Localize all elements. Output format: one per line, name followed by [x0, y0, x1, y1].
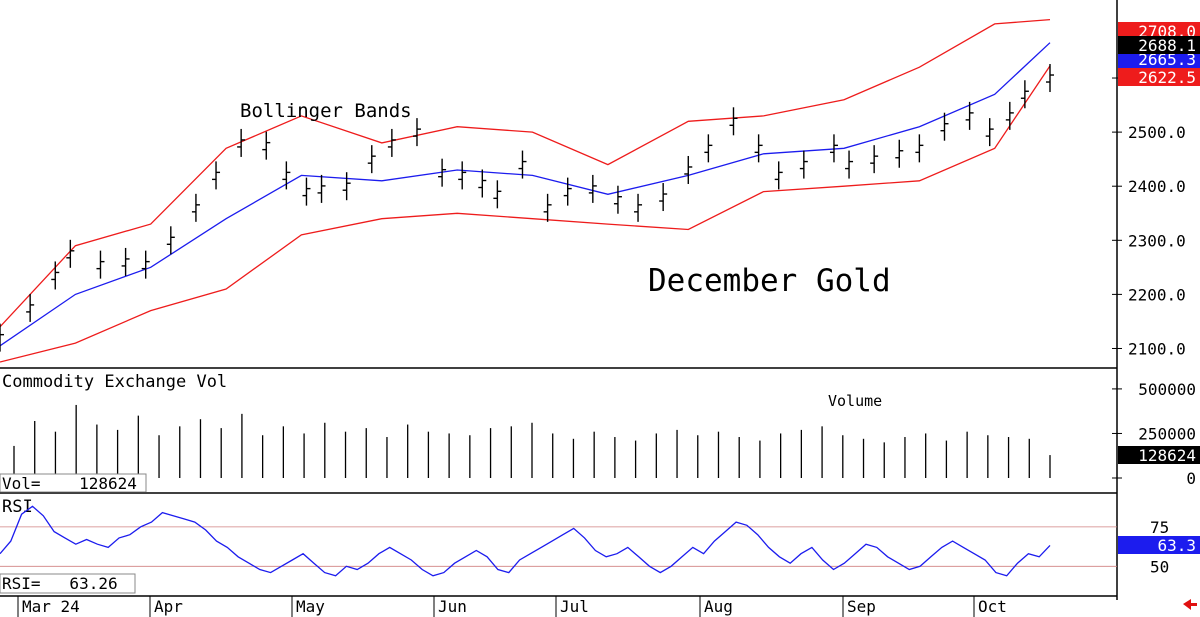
volume-readout-box — [0, 473, 147, 493]
volume-tick-label: 0 — [1186, 469, 1196, 488]
rsi-readout: RSI= 63.26 — [2, 574, 118, 593]
price-tick-label: 2200.0 — [1128, 285, 1186, 304]
volume-tick-label: 250000 — [1138, 424, 1196, 443]
volume-readout: Vol= 128624 — [2, 474, 137, 493]
month-label: Jul — [560, 597, 589, 616]
volume-series-label: Volume — [828, 392, 882, 410]
rsi-badge: 63.3 — [1118, 536, 1200, 555]
study-label: Bollinger Bands — [240, 100, 412, 122]
month-label: Sep — [847, 597, 876, 616]
middle-band-line — [0, 42, 1051, 347]
left-arrow-icon[interactable] — [1183, 599, 1197, 610]
month-label: Apr — [154, 597, 183, 616]
price-badge-box — [1118, 22, 1200, 40]
price-badge-value: 2622.5 — [1138, 68, 1196, 87]
volume-badge-box — [1118, 446, 1200, 464]
rsi-axis: 75 50 — [0, 518, 1169, 576]
price-tick-label: 2300.0 — [1128, 231, 1186, 250]
lower-band-line — [0, 65, 1051, 363]
volume-badge-value: 128624 — [1138, 446, 1196, 465]
volume-tick-label: 500000 — [1138, 380, 1196, 399]
rsi-badge-box — [1118, 536, 1200, 554]
price-bars-layer — [0, 64, 1054, 352]
rsi-badge-value: 63.3 — [1157, 536, 1196, 555]
rsi-panel-title: RSI — [2, 497, 33, 517]
month-label: Jun — [438, 597, 467, 616]
volume-panel-title: Commodity Exchange Vol — [2, 372, 227, 392]
upper-band-line — [0, 18, 1051, 328]
price-tick-label: 2400.0 — [1128, 177, 1186, 196]
bollinger-bands-layer — [0, 18, 1051, 363]
time-axis: Mar 24 Apr May Jun Jul Aug Sep Oct — [17, 596, 1007, 617]
price-badge-box — [1118, 36, 1200, 54]
month-label: Aug — [704, 597, 733, 616]
rsi-line-layer — [0, 505, 1051, 577]
price-badge-value: 2688.1 — [1138, 36, 1196, 55]
month-label: Oct — [978, 597, 1007, 616]
price-badge-value: 2665.3 — [1138, 50, 1196, 69]
volume-badge: 128624 — [1118, 446, 1200, 465]
price-tick-label: 2100.0 — [1128, 339, 1186, 358]
month-label: Mar 24 — [22, 597, 80, 616]
price-badge-box — [1118, 50, 1200, 68]
rsi-line — [0, 505, 1051, 577]
rsi-tick-label: 75 — [1150, 518, 1169, 537]
volume-axis: 500000 250000 0 — [1112, 380, 1196, 488]
rsi-tick-label: 50 — [1150, 557, 1169, 576]
chart-title: December Gold — [648, 263, 891, 299]
month-label: May — [296, 597, 325, 616]
price-tick-label: 2500.0 — [1128, 123, 1186, 142]
rsi-readout-box — [0, 573, 136, 594]
volume-bars-layer — [13, 404, 1051, 478]
price-badge-box — [1118, 68, 1200, 86]
